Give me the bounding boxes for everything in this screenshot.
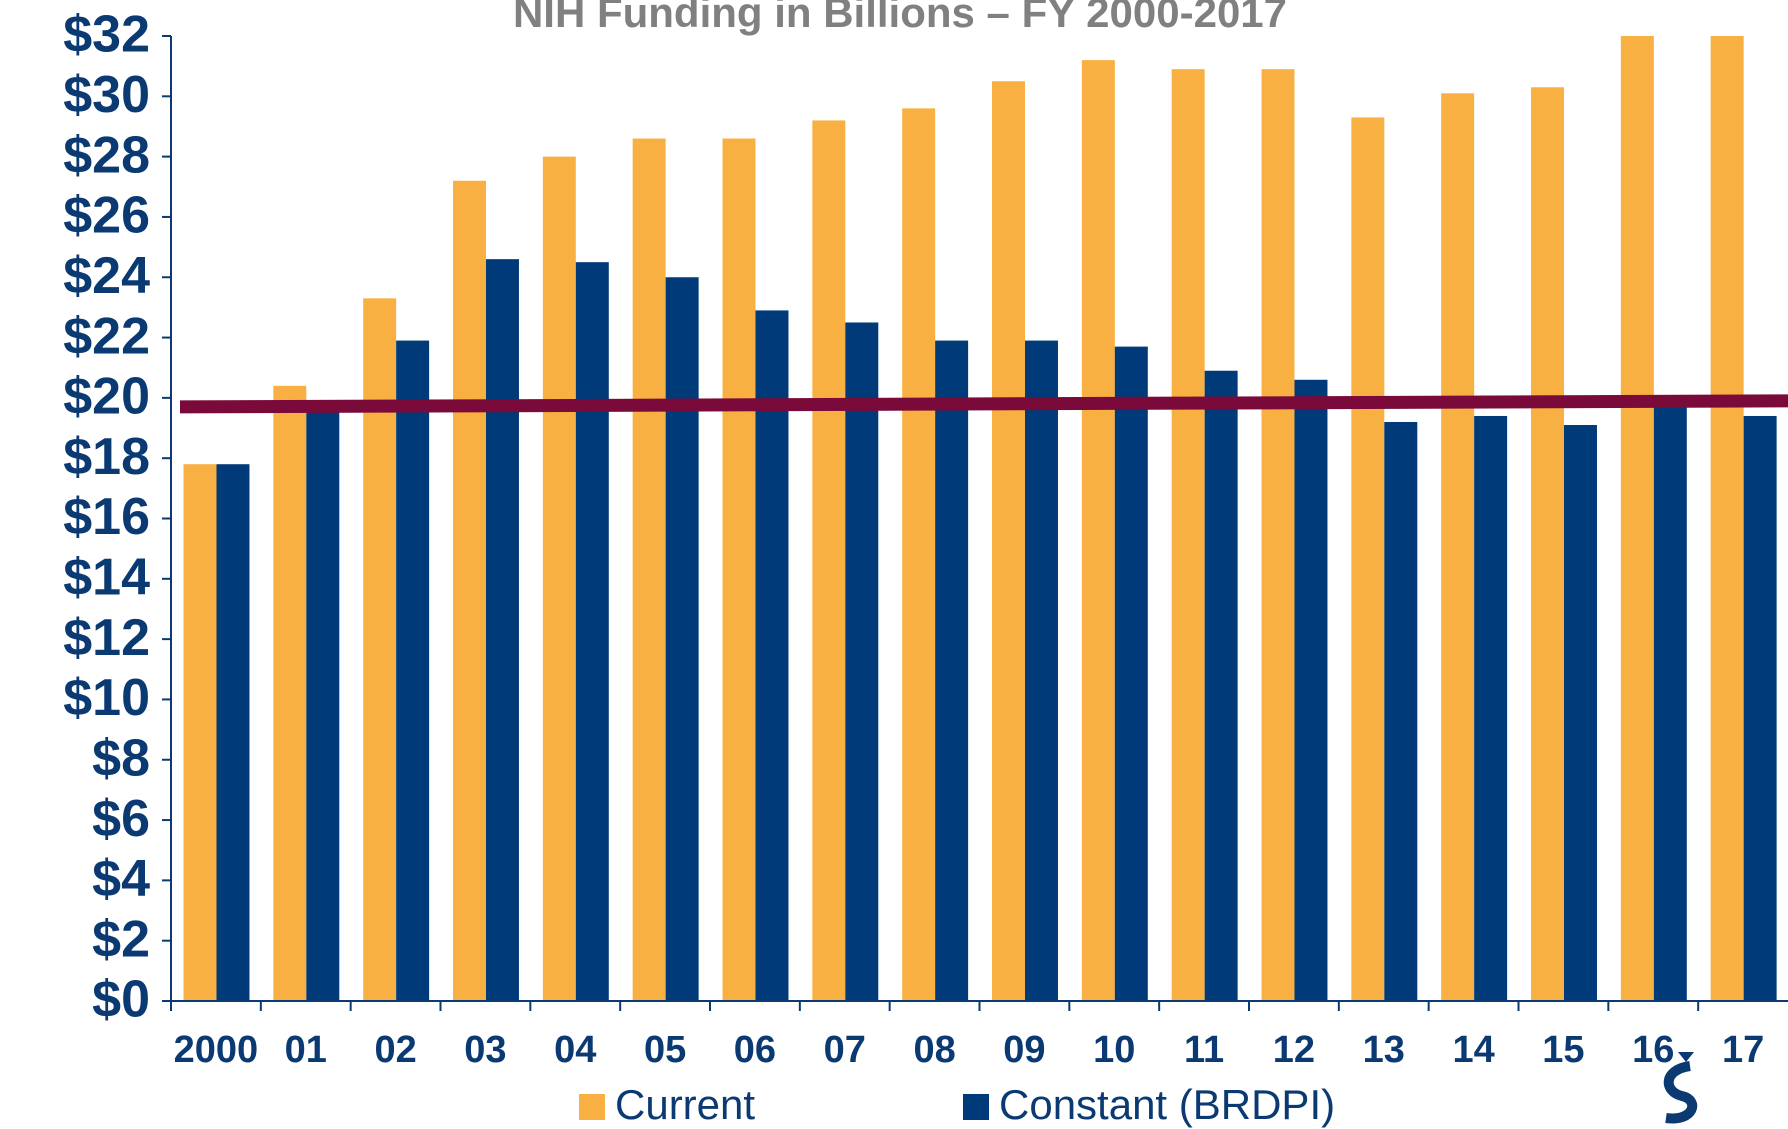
- x-tick-label: 06: [734, 1029, 776, 1071]
- x-tick-label: 10: [1093, 1029, 1135, 1071]
- y-tick-label: $24: [63, 247, 150, 305]
- y-tick-label: $6: [92, 790, 150, 848]
- bar: [992, 81, 1025, 1001]
- bar: [935, 340, 969, 1001]
- x-tick-label: 05: [644, 1029, 686, 1071]
- bar: [485, 259, 519, 1001]
- y-tick-label: $28: [63, 126, 150, 184]
- bar: [1620, 36, 1654, 1001]
- bar: [1294, 379, 1328, 1001]
- bar: [845, 322, 879, 1001]
- bar: [1743, 415, 1777, 1001]
- legend-swatch: [579, 1094, 605, 1120]
- bar: [542, 156, 576, 1001]
- bar: [1474, 415, 1508, 1001]
- x-tick-label: 08: [913, 1029, 955, 1071]
- bar: [273, 385, 307, 1001]
- bar: [453, 180, 486, 1001]
- y-tick-label: $18: [63, 428, 150, 486]
- bar: [216, 464, 250, 1001]
- bar: [1081, 60, 1115, 1001]
- y-tick-label: $30: [63, 66, 150, 124]
- x-tick-label: 09: [1003, 1029, 1045, 1071]
- x-tick-label: 2000: [174, 1029, 259, 1071]
- x-tick-label: 01: [285, 1029, 327, 1071]
- x-tick-label: 04: [554, 1029, 596, 1071]
- bar: [1024, 340, 1058, 1001]
- bar: [812, 120, 846, 1001]
- y-tick-label: $4: [92, 850, 150, 908]
- y-tick-label: $8: [92, 729, 150, 787]
- bar: [632, 138, 666, 1001]
- chart-title: NIH Funding in Billions – FY 2000-2017: [513, 0, 1287, 36]
- bar: [1261, 69, 1295, 1001]
- y-tick-label: $10: [63, 669, 150, 727]
- bar: [755, 310, 789, 1001]
- bar: [1441, 93, 1475, 1001]
- y-tick-label: $14: [63, 549, 150, 607]
- x-tick-label: 07: [824, 1029, 866, 1071]
- x-tick-label: 02: [374, 1029, 416, 1071]
- bar: [1114, 346, 1148, 1001]
- bar: [575, 262, 609, 1001]
- bar: [306, 406, 340, 1001]
- x-tick-label: 13: [1363, 1029, 1405, 1071]
- legend-label: Current: [615, 1081, 755, 1128]
- bar: [183, 464, 217, 1001]
- bar: [1384, 422, 1418, 1001]
- bar: [1653, 403, 1687, 1001]
- bar: [665, 277, 699, 1001]
- x-tick-label: 14: [1452, 1029, 1494, 1071]
- x-tick-label: 03: [464, 1029, 506, 1071]
- x-tick-label: 15: [1542, 1029, 1584, 1071]
- bar: [363, 298, 397, 1001]
- bar: [1710, 36, 1744, 1001]
- bar: [1531, 87, 1564, 1001]
- y-tick-label: $12: [63, 609, 150, 667]
- x-tick-label: 16: [1632, 1029, 1674, 1071]
- bar: [902, 108, 936, 1001]
- reference-line: [179, 394, 1788, 414]
- y-tick-label: $0: [92, 971, 150, 1029]
- legend-label: Constant (BRDPI): [999, 1081, 1335, 1128]
- bar: [1563, 425, 1597, 1001]
- y-tick-label: $32: [63, 6, 150, 64]
- bar: [1351, 117, 1385, 1001]
- y-tick-label: $16: [63, 488, 150, 546]
- bar: [1171, 69, 1205, 1001]
- bar: [722, 138, 756, 1001]
- y-tick-label: $2: [92, 910, 150, 968]
- bar: [396, 340, 430, 1001]
- x-tick-label: 11: [1184, 1029, 1224, 1071]
- y-tick-label: $22: [63, 307, 150, 365]
- logo: [1663, 1052, 1698, 1124]
- x-tick-label: 12: [1273, 1029, 1315, 1071]
- y-tick-label: $26: [63, 187, 150, 245]
- bar: [1204, 370, 1238, 1001]
- y-tick-label: $20: [63, 368, 150, 426]
- legend-swatch: [963, 1094, 989, 1120]
- x-tick-label: 17: [1722, 1029, 1764, 1071]
